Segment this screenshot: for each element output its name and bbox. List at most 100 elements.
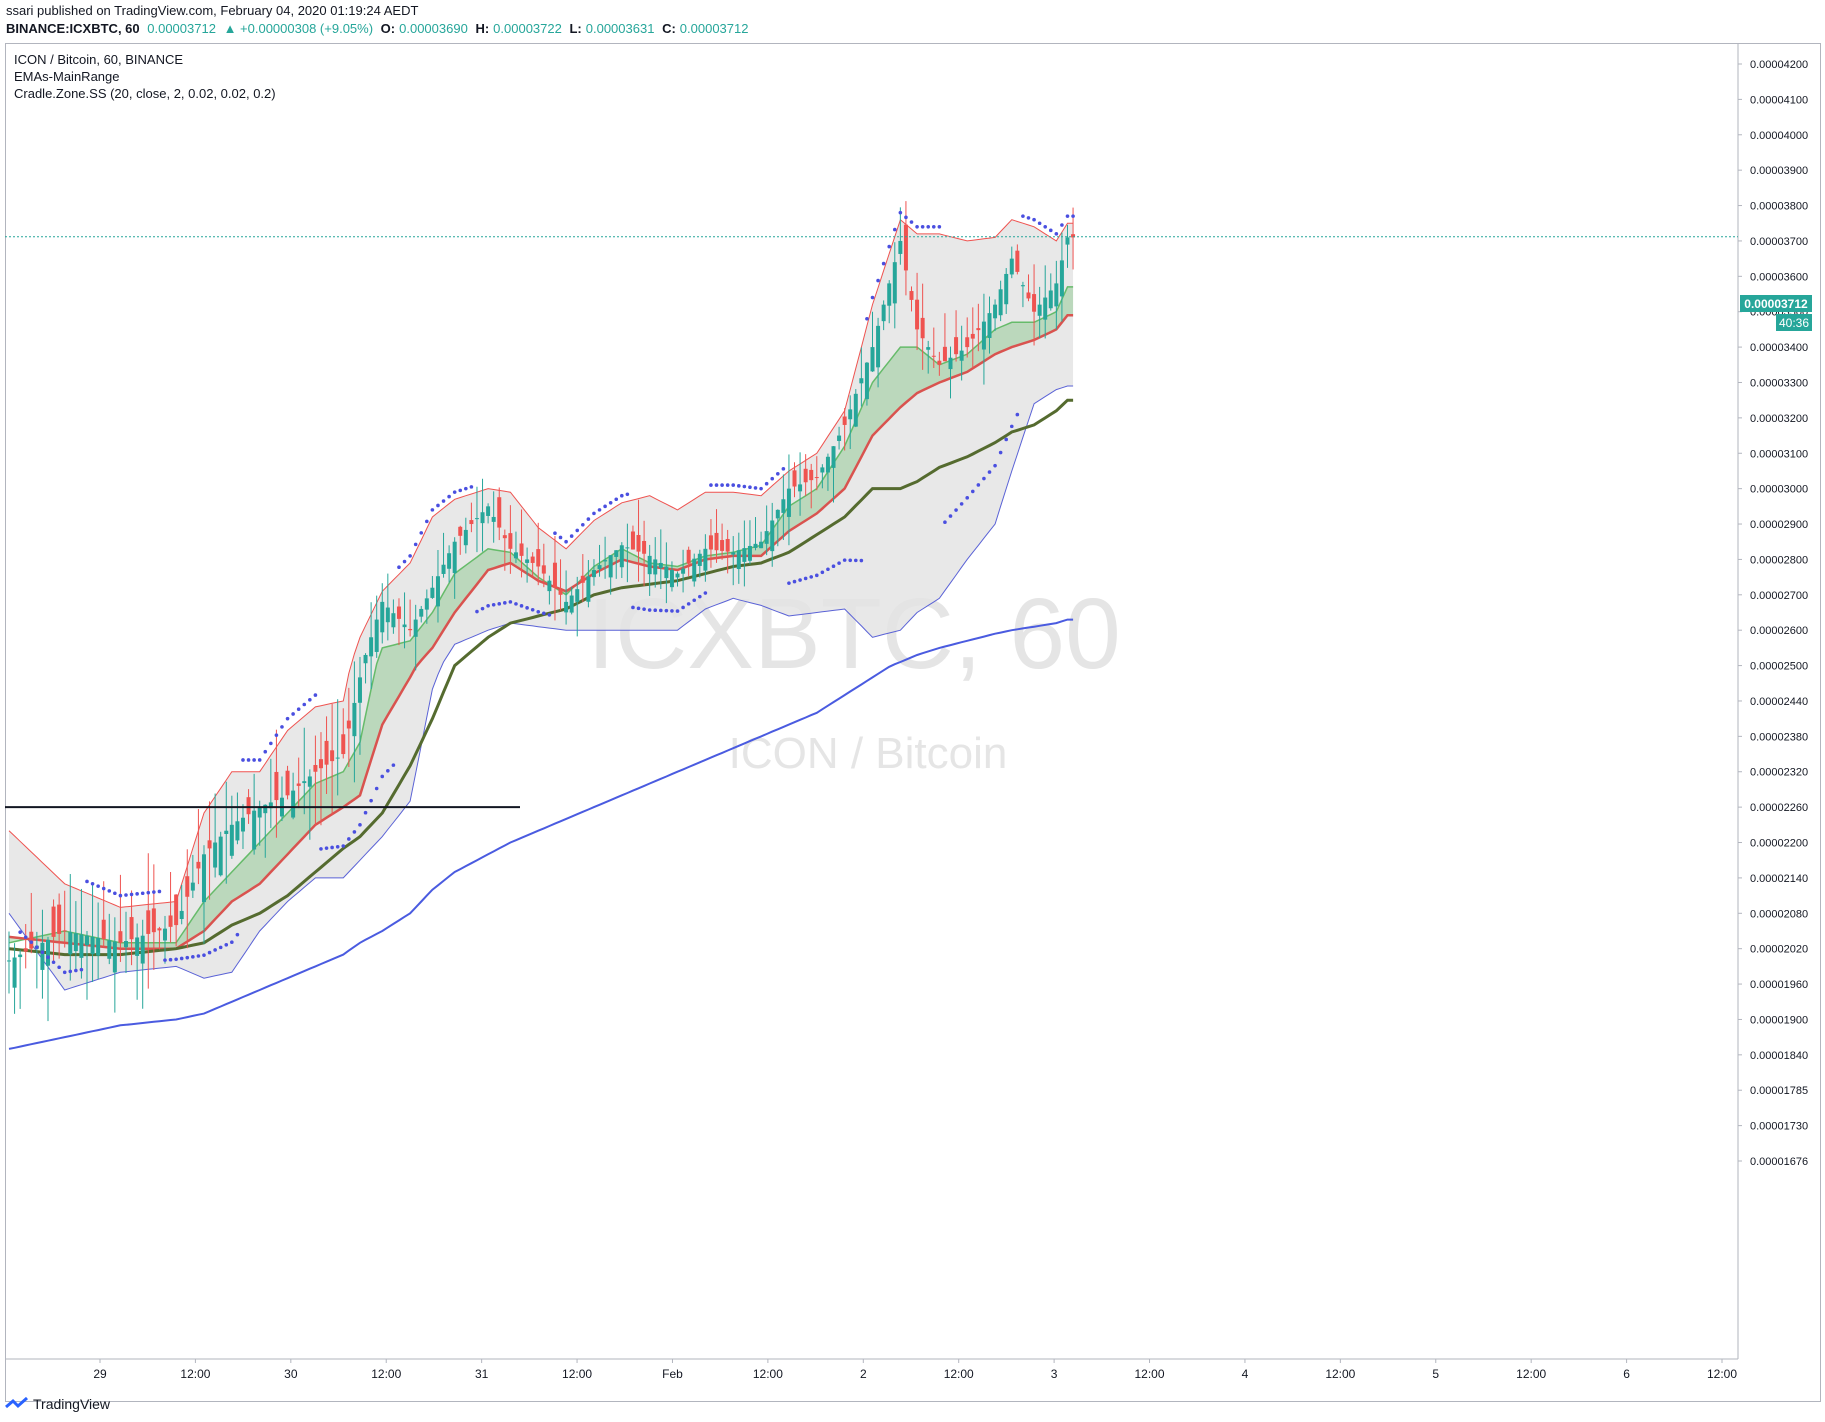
price-axis-label: 0.00003200: [1750, 413, 1808, 425]
close-label: C:: [662, 21, 676, 36]
price-axis-label: 0.00003800: [1750, 201, 1808, 213]
change: ▲ +0.00000308 (+9.05%): [223, 21, 374, 36]
candle-body: [642, 540, 647, 554]
candle-body: [608, 555, 613, 578]
candle-body: [948, 357, 953, 370]
candle-body: [536, 549, 541, 567]
psar-dot: [759, 486, 763, 491]
time-axis-label: 12:00: [180, 1367, 210, 1381]
psar-dot: [374, 786, 379, 791]
psar-dot: [737, 484, 741, 488]
candle-body: [675, 573, 680, 578]
price-axis-label: 0.00003300: [1750, 377, 1808, 389]
candle-body: [335, 757, 340, 759]
candle-body: [1015, 250, 1020, 272]
psar-dot: [876, 278, 880, 283]
psar-dot: [90, 882, 95, 886]
candle-body: [903, 224, 908, 271]
candle-body: [179, 910, 184, 920]
psar-dot: [915, 224, 919, 229]
psar-dot: [1032, 217, 1036, 222]
psar-dot: [787, 581, 791, 585]
low-value: 0.00003631: [585, 21, 655, 36]
candle-body: [725, 538, 730, 552]
psar-dot: [803, 576, 808, 581]
psar-dot: [1015, 412, 1020, 417]
candle-body: [597, 565, 602, 570]
candle-body: [987, 313, 992, 338]
psar-dot: [436, 503, 440, 508]
candle-body: [825, 456, 830, 473]
price-axis-label: 0.00002700: [1750, 590, 1808, 602]
psar-dot: [842, 558, 847, 562]
brand-name: TradingView: [33, 1396, 111, 1412]
psar-dot: [1043, 224, 1048, 229]
psar-dot: [748, 485, 752, 490]
candle-body: [469, 520, 474, 525]
price-axis-label: 0.00003100: [1750, 448, 1808, 460]
candle-body: [112, 941, 117, 973]
price-chart[interactable]: ICXBTC, 60 ICON / Bitcoin 0.000042000.00…: [5, 43, 1821, 1402]
candle-body: [168, 915, 173, 927]
price-axis-label: 0.00002800: [1750, 554, 1808, 566]
candle-body: [318, 759, 323, 769]
symbol-line: BINANCE:ICXBTC, 60 0.00003712 ▲ +0.00000…: [6, 21, 752, 36]
candle-body: [90, 936, 95, 955]
candle-body: [12, 957, 17, 988]
candle-body: [831, 446, 836, 468]
candle-body: [798, 484, 803, 492]
price-axis-label: 0.00003000: [1750, 484, 1808, 496]
price-axis-label: 0.00002320: [1750, 767, 1808, 779]
legend-indicator-2[interactable]: Cradle.Zone.SS (20, close, 2, 0.02, 0.02…: [14, 86, 276, 101]
psar-dot: [831, 564, 836, 569]
psar-dot: [246, 758, 251, 762]
candle-body: [385, 607, 390, 623]
psar-dot: [257, 758, 262, 762]
candle-body: [697, 553, 702, 566]
price-axis-label: 0.00002080: [1750, 908, 1808, 920]
psar-dot: [731, 483, 736, 487]
candle-body: [486, 506, 491, 516]
psar-dot: [252, 758, 256, 762]
psar-dot: [636, 606, 641, 611]
price-axis-label: 0.00001785: [1750, 1085, 1808, 1097]
candle-body: [229, 824, 234, 856]
legend-indicator-1[interactable]: EMAs-MainRange: [14, 69, 120, 84]
candle-body: [625, 547, 630, 549]
psar-dot: [887, 244, 892, 249]
tradingview-brand[interactable]: TradingView: [5, 1396, 110, 1412]
candle-body: [502, 535, 507, 539]
low-label: L:: [569, 21, 582, 36]
candle-body: [84, 935, 89, 946]
psar-dot: [764, 481, 769, 486]
candle-body: [402, 624, 407, 628]
candle-body: [23, 948, 28, 952]
price-axis-label: 0.00001676: [1750, 1156, 1808, 1168]
psar-dot: [564, 539, 568, 544]
candle-body: [998, 289, 1003, 316]
band-lower-line: [8, 385, 1074, 991]
candle-body: [491, 516, 496, 522]
psar-dot: [274, 733, 279, 737]
psar-dot: [96, 884, 100, 888]
psar-dot: [853, 558, 858, 563]
time-axis[interactable]: 29 12:00 30 12:00 31 12:00 Feb 12:00 2 12:00 3 12:0…: [93, 1359, 1737, 1381]
candle-body: [876, 325, 881, 368]
candle-body: [157, 928, 162, 931]
psar-dot: [904, 215, 908, 220]
candle-body: [552, 562, 557, 588]
candle-body: [240, 817, 245, 832]
psar-dot: [480, 606, 485, 611]
candle-body: [770, 520, 775, 552]
candle-body: [1043, 297, 1048, 320]
candle-body: [73, 933, 78, 952]
candle-body: [374, 619, 379, 652]
candle-body: [341, 734, 346, 755]
high-label: H:: [475, 21, 490, 36]
candle-body: [135, 937, 140, 956]
time-axis-label: Feb: [662, 1367, 683, 1381]
time-axis-label: 12:00: [944, 1367, 974, 1381]
psar-dot: [530, 608, 535, 612]
high-value: 0.00003722: [493, 21, 562, 36]
psar-dot: [101, 886, 106, 891]
